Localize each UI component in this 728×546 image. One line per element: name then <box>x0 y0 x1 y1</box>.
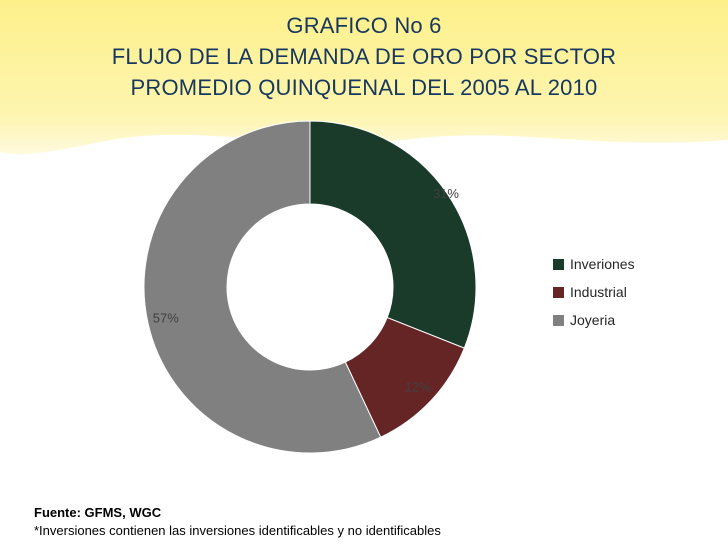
title-line-3: PROMEDIO QUINQUENAL DEL 2005 AL 2010 <box>130 75 598 100</box>
legend-swatch <box>553 286 564 298</box>
legend-label: Industrial <box>570 284 627 300</box>
title-line-1: GRAFICO No 6 <box>286 13 442 38</box>
chart-title: GRAFICO No 6 FLUJO DE LA DEMANDA DE ORO … <box>0 10 728 103</box>
chart-data-labels: 31% 12% 57% <box>153 186 460 395</box>
data-label-industrial: 12% <box>405 380 431 395</box>
footnote: *Inversiones contienen las inversiones i… <box>34 523 441 538</box>
chart-slices <box>143 120 477 454</box>
data-label-inveriones: 31% <box>433 186 459 201</box>
slice-joyeria <box>143 120 382 454</box>
title-line-2: FLUJO DE LA DEMANDA DE ORO POR SECTOR <box>111 44 617 69</box>
footer: Fuente: GFMS, WGC *Inversiones contienen… <box>34 504 441 540</box>
slice-inveriones <box>309 120 477 349</box>
legend-item-industrial: Industrial <box>553 278 635 306</box>
data-label-joyeria: 57% <box>153 311 179 326</box>
title-banner <box>0 0 728 155</box>
source-note: Fuente: GFMS, WGC <box>34 505 162 520</box>
legend-item-inveriones: Inveriones <box>553 250 635 278</box>
legend-label: Joyeria <box>570 312 616 328</box>
legend-label: Inveriones <box>570 256 635 272</box>
chart-legend: Inveriones Industrial Joyeria <box>553 250 635 334</box>
legend-swatch <box>553 314 564 326</box>
legend-item-joyeria: Joyeria <box>553 306 635 334</box>
legend-swatch <box>553 258 564 270</box>
